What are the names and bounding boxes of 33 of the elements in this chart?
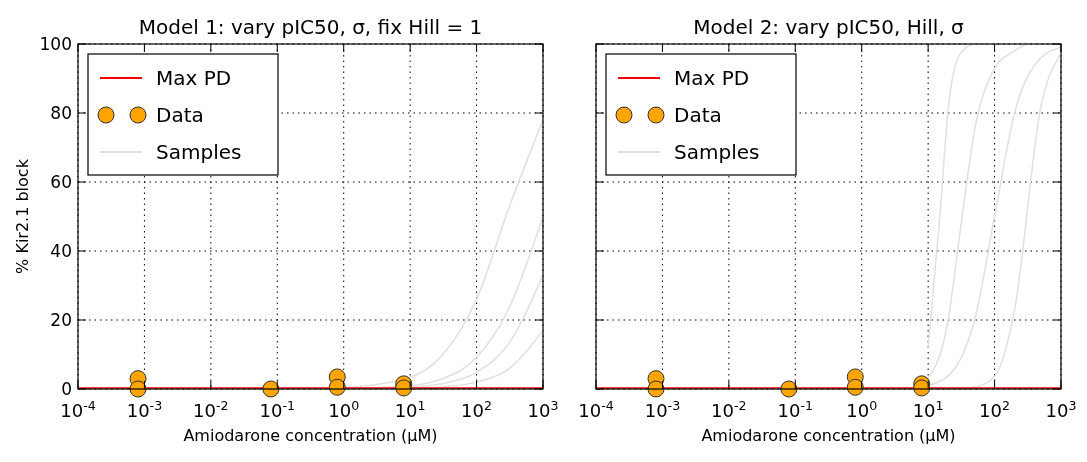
legend-label: Max PD bbox=[156, 66, 232, 90]
y-tick-label: 40 bbox=[50, 241, 72, 261]
y-tick-label: 60 bbox=[50, 172, 72, 192]
x-tick-label: 10$^{1}$ bbox=[394, 397, 426, 421]
x-tick-label: 10$^{-2}$ bbox=[193, 397, 229, 421]
legend-label: Samples bbox=[674, 140, 760, 164]
legend-label: Max PD bbox=[674, 66, 750, 90]
x-axis-title: Amiodarone concentration (μM) bbox=[701, 426, 956, 445]
y-tick-label: 80 bbox=[50, 103, 72, 123]
x-tick-label: 10$^{2}$ bbox=[461, 397, 493, 421]
x-tick-label: 10$^{0}$ bbox=[328, 397, 360, 421]
y-tick-label: 0 bbox=[61, 379, 72, 399]
y-tick-label: 20 bbox=[50, 310, 72, 330]
x-tick-label: 10$^{-1}$ bbox=[259, 397, 296, 421]
legend-label: Data bbox=[674, 103, 722, 127]
legend-label: Data bbox=[156, 103, 204, 127]
x-tick-label: 10$^{-3}$ bbox=[126, 397, 163, 421]
chart-title: Model 1: vary pIC50, σ, fix Hill = 1 bbox=[138, 15, 483, 39]
x-tick-label: 10$^{-4}$ bbox=[578, 397, 614, 421]
x-tick-label: 10$^{3}$ bbox=[1045, 397, 1077, 421]
x-tick-label: 10$^{0}$ bbox=[846, 397, 878, 421]
x-tick-label: 10$^{1}$ bbox=[912, 397, 944, 421]
x-tick-label: 10$^{-2}$ bbox=[711, 397, 747, 421]
y-axis-title: % Kir2.1 block bbox=[13, 158, 32, 274]
y-tick-label: 100 bbox=[39, 34, 72, 54]
chart-title: Model 2: vary pIC50, Hill, σ bbox=[693, 15, 965, 39]
x-tick-label: 10$^{3}$ bbox=[527, 397, 559, 421]
x-tick-label: 10$^{2}$ bbox=[979, 397, 1011, 421]
x-tick-label: 10$^{-4}$ bbox=[60, 397, 96, 421]
x-tick-label: 10$^{-3}$ bbox=[644, 397, 681, 421]
legend-label: Samples bbox=[156, 140, 242, 164]
x-axis-title: Amiodarone concentration (μM) bbox=[183, 426, 438, 445]
x-tick-label: 10$^{-1}$ bbox=[777, 397, 814, 421]
